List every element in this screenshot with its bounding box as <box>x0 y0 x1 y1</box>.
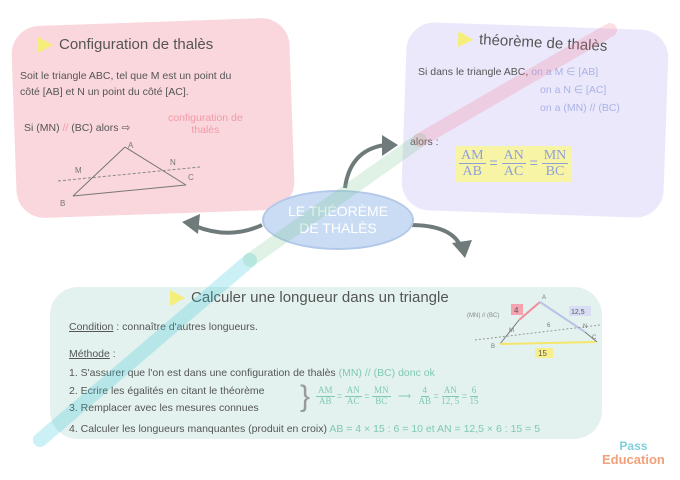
methode-label: Méthode <box>69 348 110 360</box>
figure-AM: 4 <box>514 306 519 315</box>
numerator: MN <box>372 385 391 397</box>
calcul-triangle-figure: (MN) // (BC) 4 12,5 6 15 A B C M N <box>467 295 600 358</box>
calcul-title-text: Calculer une longueur dans un triangle <box>191 289 449 306</box>
denominator: AB <box>418 395 432 406</box>
denominator: AC <box>503 164 524 180</box>
triangle-bullet-icon <box>38 37 53 54</box>
triangle-bullet-icon <box>170 290 185 307</box>
equals: = <box>529 154 538 171</box>
configuration-text-1: Soit le triangle ABC, tel que M est un p… <box>20 70 232 82</box>
theoreme-cond-2: on a N ∈ [AC] <box>540 84 607 96</box>
point-B: B <box>491 344 495 350</box>
figure-label: (MN) // (BC) <box>467 313 499 319</box>
figure-MN: 6 <box>547 323 551 329</box>
denominator: AB <box>319 395 332 406</box>
condition-prefix: Si (MN) <box>24 122 60 134</box>
triangle-bullet-icon <box>457 31 474 48</box>
central-topic: LE THÉORÈME DE THALÈS <box>262 190 414 250</box>
theoreme-hypothesis: Si dans le triangle ABC, <box>418 66 529 78</box>
point-M: M <box>75 166 82 175</box>
theoreme-hypothesis-line: Si dans le triangle ABC, on a M ∈ [AB] <box>418 66 598 78</box>
logo-line-1: Pass <box>619 439 648 453</box>
calcul-methode: Méthode : <box>69 348 116 360</box>
denominator: BC <box>375 395 388 406</box>
condition-text: : connaître d'autres longueurs. <box>113 321 258 333</box>
configuration-condition: Si (MN) // (BC) alors ⇨ <box>24 122 130 134</box>
brace: } <box>300 380 311 413</box>
theoreme-formula: AM AB = AN AC = MN BC <box>455 146 573 182</box>
pass-education-logo: Pass Education <box>602 439 665 467</box>
step-1-note: (MN) // (BC) donc ok <box>338 367 435 379</box>
theoreme-cond-1: on a M ∈ [AB] <box>531 66 599 78</box>
fraction: 4 AB <box>418 385 432 407</box>
result-line-1: configuration de <box>168 112 243 124</box>
calcul-equations: AM AB = AN AC = MN BC ⟶ 4 AB = AN 12, 5 = 6 15 <box>316 385 479 407</box>
theoreme-alors: alors : <box>410 136 439 148</box>
condition-label: Condition <box>69 321 114 333</box>
denominator: 15 <box>469 395 479 406</box>
denominator: AB <box>462 164 482 180</box>
denominator: 12, 5 <box>441 395 460 406</box>
fraction: AM AB <box>459 148 486 180</box>
fraction: 6 15 <box>469 385 479 407</box>
point-A: A <box>542 295 546 301</box>
calcul-title: Calculer une longueur dans un triangle <box>170 289 449 307</box>
theoreme-cond-3: on a (MN) // (BC) <box>540 102 620 114</box>
calcul-condition: Condition : connaître d'autres longueurs… <box>69 321 258 333</box>
configuration-text-2: côté [AB] et N un point du côté [AC]. <box>20 86 189 98</box>
center-line-2: DE THALÈS <box>299 220 377 236</box>
point-N: N <box>583 324 587 330</box>
fraction: MN BC <box>372 385 391 407</box>
numerator: AM <box>316 385 335 397</box>
configuration-result: configuration de thalès <box>168 112 243 136</box>
numerator: 6 <box>469 385 479 397</box>
denominator: BC <box>545 164 565 180</box>
fraction: AN AC <box>344 385 362 407</box>
numerator: 4 <box>420 385 429 397</box>
numerator: AN <box>344 385 362 397</box>
point-A: A <box>128 141 134 150</box>
step-4-result: AB = 4 × 15 : 6 = 10 et AN = 12,5 × 6 : … <box>329 423 541 435</box>
fraction: MN BC <box>541 148 569 180</box>
condition-suffix: (BC) alors <box>71 122 119 134</box>
parallel-symbol: // <box>62 122 69 134</box>
point-B: B <box>60 199 65 208</box>
point-N: N <box>170 158 176 167</box>
step-4: 4. Calculer les longueurs manquantes (pr… <box>69 423 540 435</box>
denominator: AC <box>347 395 360 406</box>
point-C: C <box>592 335 597 341</box>
numerator: AN <box>441 385 459 397</box>
step-3: 3. Remplacer avec les mesures connues <box>69 402 259 414</box>
arrow-right-icon: ⟶ <box>398 390 411 401</box>
point-C: C <box>188 173 194 182</box>
result-line-2: thalès <box>191 124 220 136</box>
logo-line-2: Education <box>602 452 665 467</box>
numerator: MN <box>541 148 569 165</box>
figure-BC: 15 <box>538 349 547 358</box>
methode-colon: : <box>109 348 116 360</box>
step-1-text: 1. S'assurer que l'on est dans une confi… <box>69 367 336 379</box>
calcul-box <box>50 287 602 439</box>
configuration-title: Configuration de thalès <box>38 36 214 54</box>
numerator: AN <box>501 148 526 165</box>
fraction: AM AB <box>316 385 335 407</box>
point-M: M <box>509 328 514 334</box>
step-2: 2. Ecrire les égalités en citant le théo… <box>69 385 265 397</box>
fraction: AN AC <box>501 148 526 180</box>
numerator: AM <box>459 148 486 165</box>
configuration-triangle-figure: A B C M N <box>57 141 201 208</box>
configuration-title-text: Configuration de thalès <box>59 36 214 53</box>
step-1: 1. S'assurer que l'on est dans une confi… <box>69 367 435 379</box>
equals: = <box>489 154 498 171</box>
center-line-1: LE THÉORÈME <box>287 203 389 219</box>
implies-arrow-icon: ⇨ <box>121 122 131 134</box>
step-4-text: 4. Calculer les longueurs manquantes (pr… <box>69 423 327 435</box>
fraction: AN 12, 5 <box>441 385 460 407</box>
figure-AN-side: 12,5 <box>571 309 585 316</box>
